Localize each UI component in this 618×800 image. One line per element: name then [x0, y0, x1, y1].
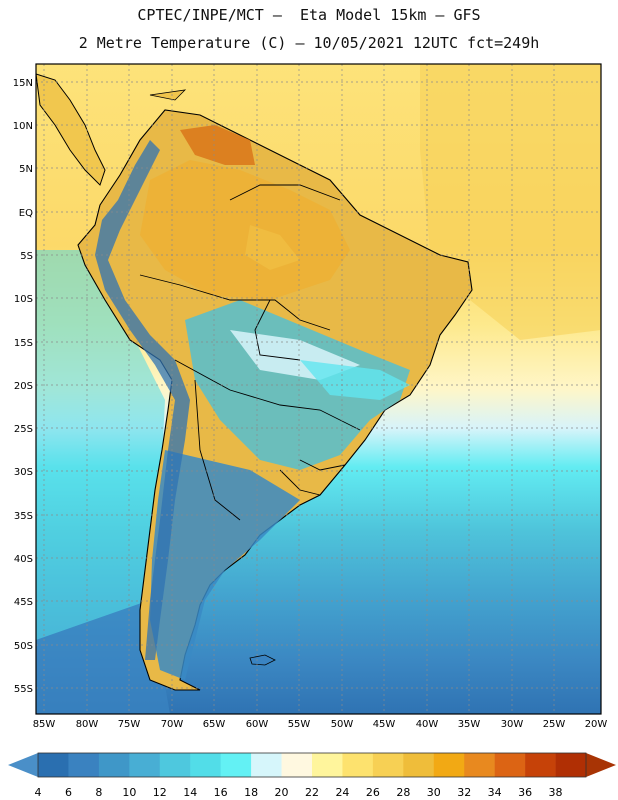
lon-label: 30W	[501, 719, 524, 730]
lat-label: 5N	[19, 164, 33, 175]
lat-label: 15S	[14, 338, 33, 349]
colorbar-cell	[556, 753, 587, 777]
map-canvas: 15N 10N 5N EQ 5S 10S 15S 20S 25S 30S 35S…	[0, 0, 618, 800]
colorbar-label: 4	[35, 786, 42, 799]
lat-label: 45S	[14, 597, 33, 608]
lat-label: 35S	[14, 511, 33, 522]
lon-label: 85W	[33, 719, 56, 730]
colorbar-over-arrow	[586, 753, 616, 777]
lon-label: 50W	[331, 719, 354, 730]
lat-label: 25S	[14, 424, 33, 435]
colorbar: 4 6 8 10 12 14 16 18 20 22 24 26 28 30 32 34 36 38	[8, 753, 616, 799]
colorbar-cell	[251, 753, 282, 777]
colorbar-label: 38	[549, 786, 563, 799]
lat-label: 30S	[14, 467, 33, 478]
lat-label: 50S	[14, 641, 33, 652]
lat-label: 40S	[14, 554, 33, 565]
colorbar-label: 6	[65, 786, 72, 799]
colorbar-label: 32	[457, 786, 471, 799]
lon-label: 35W	[458, 719, 481, 730]
lat-axis: 15N 10N 5N EQ 5S 10S 15S 20S 25S 30S 35S…	[13, 78, 33, 695]
colorbar-label: 22	[305, 786, 319, 799]
colorbar-label: 8	[95, 786, 102, 799]
lon-label: 40W	[416, 719, 439, 730]
colorbar-label: 14	[183, 786, 197, 799]
colorbar-cell	[464, 753, 495, 777]
lat-label: 5S	[20, 251, 33, 262]
colorbar-cell	[68, 753, 99, 777]
lon-label: 45W	[373, 719, 396, 730]
colorbar-cell	[495, 753, 526, 777]
lon-label: 25W	[543, 719, 566, 730]
lat-label: 10N	[13, 121, 33, 132]
lat-label: 10S	[14, 294, 33, 305]
colorbar-cell	[129, 753, 160, 777]
colorbar-cell	[434, 753, 465, 777]
colorbar-cell	[221, 753, 252, 777]
colorbar-label: 28	[396, 786, 410, 799]
lon-label: 60W	[246, 719, 269, 730]
lon-label: 20W	[585, 719, 608, 730]
lon-label: 80W	[76, 719, 99, 730]
colorbar-label: 10	[122, 786, 136, 799]
colorbar-label: 12	[153, 786, 167, 799]
lat-label: EQ	[19, 208, 33, 219]
colorbar-under-arrow	[8, 753, 38, 777]
colorbar-cell	[99, 753, 130, 777]
map-area	[36, 64, 601, 714]
colorbar-label: 20	[275, 786, 289, 799]
lon-label: 70W	[161, 719, 184, 730]
colorbar-label: 18	[244, 786, 258, 799]
lat-label: 15N	[13, 78, 33, 89]
colorbar-label: 24	[335, 786, 349, 799]
colorbar-cell	[190, 753, 221, 777]
lon-label: 55W	[288, 719, 311, 730]
colorbar-cell	[525, 753, 556, 777]
colorbar-label: 30	[427, 786, 441, 799]
colorbar-cell	[373, 753, 404, 777]
colorbar-cell	[342, 753, 373, 777]
colorbar-label: 16	[214, 786, 228, 799]
lon-label: 75W	[118, 719, 141, 730]
colorbar-label: 36	[518, 786, 532, 799]
lon-label: 65W	[203, 719, 226, 730]
colorbar-label: 26	[366, 786, 380, 799]
colorbar-cell	[282, 753, 313, 777]
colorbar-cell	[312, 753, 343, 777]
colorbar-cell	[160, 753, 191, 777]
colorbar-cell	[38, 753, 69, 777]
lat-label: 20S	[14, 381, 33, 392]
lat-label: 55S	[14, 684, 33, 695]
colorbar-cell	[403, 753, 434, 777]
colorbar-label: 34	[488, 786, 502, 799]
lon-axis: 85W 80W 75W 70W 65W 60W 55W 50W 45W 40W …	[33, 719, 608, 730]
